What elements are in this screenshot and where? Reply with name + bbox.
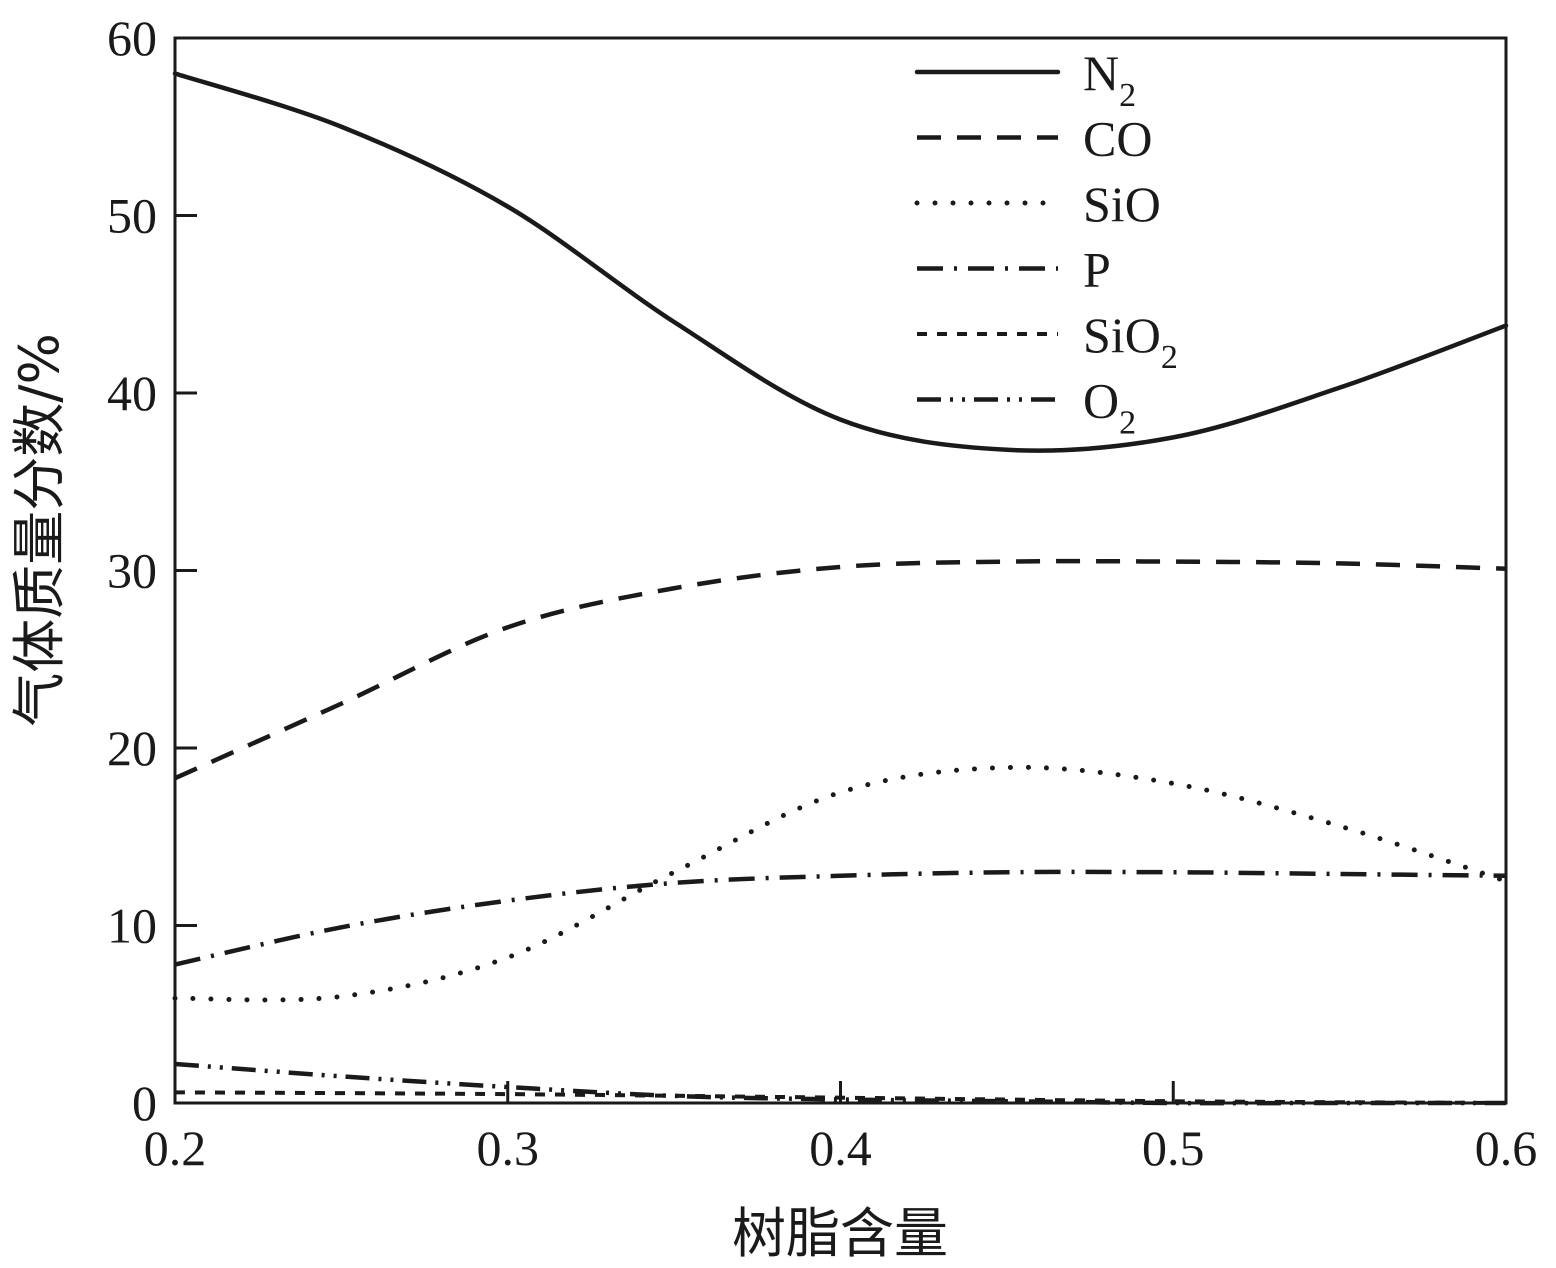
y-tick-label: 20	[107, 720, 157, 776]
legend-label-3: P	[1083, 242, 1111, 298]
y-tick-label: 10	[107, 898, 157, 954]
curves-layer	[172, 71, 1509, 1106]
series-line-5	[174, 1061, 1506, 1106]
legend-label-1: CO	[1083, 111, 1152, 167]
y-tick-label: 60	[107, 10, 157, 66]
x-tick-label: 0.5	[1142, 1120, 1205, 1176]
y-tick-label: 50	[107, 188, 157, 244]
y-axis-title: 气体质量分数/%	[8, 333, 71, 727]
x-tick-label: 0.4	[809, 1120, 872, 1176]
legend-label-5: O2	[1083, 373, 1136, 442]
x-tick-label: 0.6	[1475, 1120, 1538, 1176]
series-line-0	[172, 71, 1509, 453]
legend-label-0: N2	[1083, 45, 1136, 114]
y-tick-label: 40	[107, 365, 157, 421]
series-line-1	[174, 558, 1507, 781]
legend-label-2: SiO	[1083, 176, 1161, 232]
x-tick-label: 0.2	[144, 1120, 207, 1176]
plot-frame	[173, 36, 1508, 1105]
ticks-layer: 0.2 0.3 0.4 0.5 0.6 0 10 20 30 40 50 60	[107, 10, 1537, 1176]
series-line-3	[174, 869, 1507, 967]
series-line-2	[172, 764, 1509, 1003]
x-tick-label: 0.3	[477, 1120, 540, 1176]
legend-label-4: SiO2	[1083, 307, 1178, 376]
y-tick-label: 30	[107, 543, 157, 599]
y-tick-label: 0	[132, 1075, 157, 1131]
x-axis-title: 树脂含量	[732, 1202, 948, 1265]
